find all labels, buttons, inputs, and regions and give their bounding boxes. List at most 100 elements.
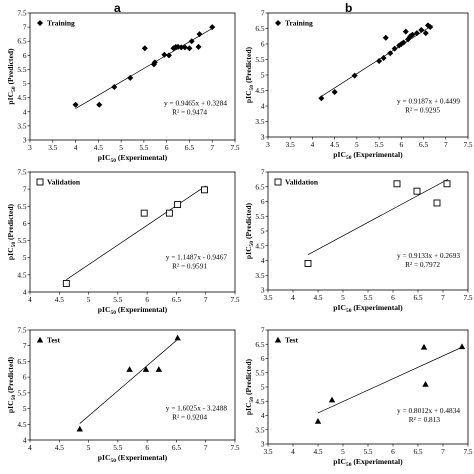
x-tick-label: 6.5 bbox=[172, 295, 181, 304]
x-axis-label: pIC50 (Experimental) bbox=[98, 305, 168, 316]
y-tick-label: 5 bbox=[23, 79, 27, 88]
chart-panel-4: 3.5 4 4.5 5 5.5 6 6.5 7 7.533.544.555.566.57Vali… bbox=[244, 168, 473, 315]
y-tick-label: 6 bbox=[261, 197, 265, 206]
y-tick-label: 3 bbox=[261, 133, 265, 142]
data-point bbox=[127, 74, 134, 81]
y-tick-label: 5.5 bbox=[17, 388, 26, 397]
data-point bbox=[126, 366, 133, 372]
panel-label-b: b bbox=[345, 1, 353, 15]
data-point bbox=[427, 23, 434, 30]
plot-frame bbox=[29, 171, 236, 293]
y-tick-label: 4 bbox=[261, 411, 265, 420]
y-tick-label: 4.5 bbox=[17, 93, 26, 102]
x-tick-label: 7 bbox=[210, 143, 214, 152]
r-squared-label: R² = 0.7972 bbox=[405, 260, 440, 269]
y-tick-label: 4 bbox=[23, 436, 27, 445]
x-tick-label: 7 bbox=[441, 447, 445, 456]
y-tick-label: 3 bbox=[23, 136, 27, 145]
data-point bbox=[181, 44, 188, 51]
y-tick-label: 5.5 bbox=[255, 368, 264, 377]
y-tick-label: 4.5 bbox=[255, 86, 264, 95]
chart-panel-5: 4 4.5 5 5.5 6 6.5 7 7.5 4 4.5 5 5.5 6 6.5 7 7.5 Test y = … bbox=[6, 326, 240, 465]
x-tick-label: 3.5 bbox=[286, 140, 295, 149]
y-tick-label: 3 bbox=[261, 286, 265, 295]
data-point bbox=[413, 30, 420, 37]
x-tick-label: 7.5 bbox=[230, 443, 239, 452]
x-tick-label: 3.5 bbox=[48, 143, 57, 152]
x-tick-label: 7 bbox=[441, 293, 445, 302]
equation-label: y = 0.9133x + 0.2693 bbox=[397, 251, 460, 260]
x-tick-label: 6 bbox=[400, 140, 404, 149]
data-point bbox=[174, 334, 181, 341]
y-tick-label: 7.5 bbox=[17, 9, 26, 18]
x-tick-label: 5.5 bbox=[113, 295, 122, 304]
chart-panel-3: 4 4.5 5 5.5 6 6.5 7 7.5 4 4.5 5 5.5 6 6.5 7 7.5 Validati… bbox=[6, 168, 240, 317]
x-tick-label: 6 bbox=[391, 293, 395, 302]
plot-frame bbox=[267, 329, 469, 445]
y-tick-label: 5.5 bbox=[255, 55, 264, 64]
chart-panel-6: 3.5 4 4.5 5 5.5 6 6.5 7 7.533.544.555.566.57Test… bbox=[244, 326, 473, 469]
data-point bbox=[186, 45, 193, 52]
y-tick-label: 4.5 bbox=[17, 420, 26, 429]
equation-label: y = 1.6025x - 3.2488 bbox=[166, 403, 228, 412]
x-tick-label: 5 bbox=[87, 443, 91, 452]
data-point bbox=[96, 101, 103, 108]
legend-label: Training bbox=[47, 19, 75, 28]
y-tick-label: 7 bbox=[23, 341, 27, 350]
chart-panel-2: 3 3.5 4 4.5 5 5.5 6 6.5 7 7.5 3 3.5 4 4.5 5 5.5 6 6.5 7 Tra… bbox=[244, 9, 473, 162]
x-tick-label: 5 bbox=[87, 295, 91, 304]
data-point bbox=[188, 38, 195, 45]
y-tick-label: 4 bbox=[23, 288, 27, 297]
data-point bbox=[76, 425, 83, 432]
data-point bbox=[314, 418, 322, 424]
x-tick-label: 7.5 bbox=[230, 143, 239, 152]
legend-marker bbox=[36, 178, 44, 186]
data-point bbox=[422, 30, 429, 37]
x-tick-label: 5.5 bbox=[139, 143, 148, 152]
x-tick-label: 4.5 bbox=[330, 140, 339, 149]
data-point bbox=[351, 72, 358, 79]
x-axis-label: pIC50 (Experimental) bbox=[98, 453, 168, 464]
x-tick-label: 4 bbox=[28, 443, 32, 452]
data-point bbox=[142, 366, 150, 372]
y-tick-label: 6.5 bbox=[17, 357, 26, 366]
y-tick-label: 3.5 bbox=[255, 117, 264, 126]
y-tick-label: 5.5 bbox=[17, 236, 26, 245]
x-tick-label: 6 bbox=[165, 143, 169, 152]
x-tick-label: 5.5 bbox=[363, 447, 372, 456]
x-tick-label: 6.5 bbox=[185, 143, 194, 152]
x-tick-label: 7 bbox=[444, 140, 448, 149]
x-tick-label: 6 bbox=[145, 443, 149, 452]
x-tick-label: 5 bbox=[355, 140, 359, 149]
data-point bbox=[458, 343, 466, 350]
data-point bbox=[174, 201, 182, 209]
x-tick-label: 6 bbox=[391, 447, 395, 456]
data-point bbox=[382, 34, 389, 41]
x-tick-label: 4 bbox=[74, 143, 78, 152]
data-point bbox=[380, 54, 387, 61]
y-tick-label: 6 bbox=[23, 219, 27, 228]
x-tick-label: 6.5 bbox=[413, 293, 422, 302]
y-tick-label: 6 bbox=[23, 51, 27, 60]
data-point bbox=[331, 89, 338, 96]
data-point bbox=[196, 31, 203, 38]
y-tick-label: 6.5 bbox=[255, 340, 264, 349]
legend-marker bbox=[274, 178, 282, 186]
y-tick-label: 6 bbox=[261, 40, 265, 49]
x-tick-label: 4.5 bbox=[55, 443, 64, 452]
data-point bbox=[433, 199, 441, 207]
data-point bbox=[376, 58, 383, 65]
x-tick-label: 7 bbox=[204, 443, 208, 452]
y-tick-label: 5.5 bbox=[17, 65, 26, 74]
data-point bbox=[72, 101, 79, 108]
trend-line bbox=[79, 340, 177, 424]
r-squared-label: R² = 0.9204 bbox=[172, 412, 207, 421]
plot-frame bbox=[267, 171, 469, 291]
data-point bbox=[328, 396, 336, 403]
r-squared-label: R² = 0.9591 bbox=[172, 262, 207, 271]
y-tick-label: 7.5 bbox=[17, 326, 26, 335]
data-point bbox=[165, 52, 172, 59]
x-tick-label: 4.5 bbox=[94, 143, 103, 152]
y-tick-label: 3.5 bbox=[255, 271, 264, 280]
data-point bbox=[201, 186, 208, 194]
